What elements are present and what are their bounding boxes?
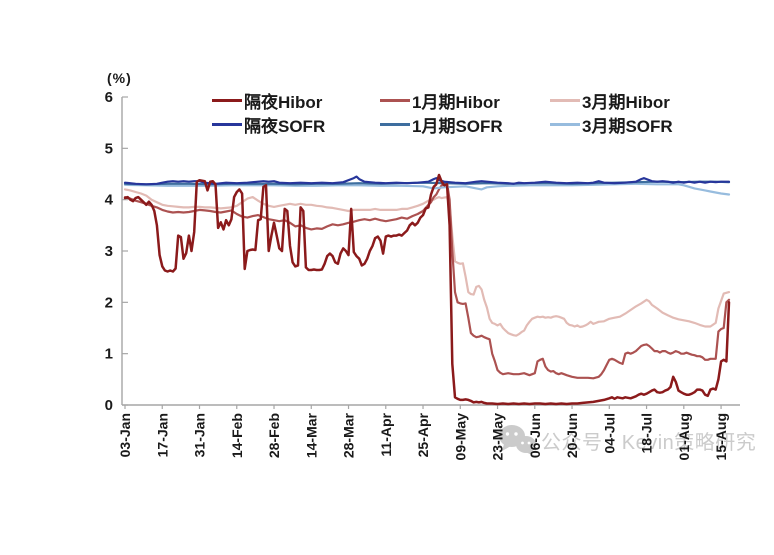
x-tick-label: 01-Aug — [676, 413, 692, 460]
legend-label: 1月期SOFR — [412, 116, 503, 136]
x-tick-label: 03-Jan — [117, 413, 133, 457]
legend-swatch-3m-hibor — [550, 98, 580, 102]
x-tick-label: 06-Jun — [527, 413, 543, 458]
legend-item-overnight-hibor: 隔夜Hibor — [212, 88, 380, 112]
series-line-1月期Hibor — [123, 182, 731, 380]
x-tick-label: 31-Jan — [192, 413, 208, 457]
series-line-3月期SOFR — [123, 182, 731, 196]
legend-label: 3月期SOFR — [582, 116, 673, 136]
legend-label: 1月期Hibor — [412, 92, 500, 112]
legend-label: 3月期Hibor — [582, 92, 670, 112]
series-line-隔夜SOFR — [123, 175, 731, 186]
legend-swatch-3m-sofr — [550, 122, 580, 126]
x-tick-label: 14-Feb — [229, 413, 245, 458]
x-tick-label: 25-Apr — [415, 412, 431, 457]
legend-label: 隔夜SOFR — [244, 116, 326, 136]
legend-swatch-1m-sofr — [380, 122, 410, 126]
legend-item-3m-hibor: 3月期Hibor — [550, 88, 673, 112]
series-line-3月期Hibor — [123, 188, 731, 337]
x-tick-label: 23-May — [490, 413, 506, 461]
x-tick-label: 28-Mar — [341, 412, 357, 458]
x-tick-label: 28-Feb — [266, 413, 282, 458]
legend-item-3m-sofr: 3月期SOFR — [550, 112, 673, 136]
y-tick-label: 3 — [105, 243, 113, 260]
x-tick-label: 09-May — [452, 413, 468, 461]
legend: 隔夜Hibor 1月期Hibor 3月期Hibor 隔夜SOFR 1月期SOFR… — [212, 88, 673, 136]
y-tick-label: 4 — [105, 192, 114, 209]
series-line-隔夜Hibor — [123, 173, 731, 406]
legend-swatch-1m-hibor — [380, 98, 410, 102]
x-tick-label: 17-Jan — [154, 413, 170, 457]
legend-swatch-overnight-hibor — [212, 98, 242, 102]
legend-label: 隔夜Hibor — [244, 92, 323, 112]
y-axis-unit-label: (%) — [107, 70, 132, 86]
y-tick-label: 5 — [105, 140, 113, 157]
x-tick-label: 04-Jul — [601, 413, 617, 453]
x-tick-label: 15-Aug — [713, 413, 729, 460]
legend-item-overnight-sofr: 隔夜SOFR — [212, 112, 380, 136]
legend-swatch-overnight-sofr — [212, 122, 242, 126]
x-tick-label: 20-Jun — [564, 413, 580, 458]
y-tick-label: 1 — [105, 346, 113, 363]
legend-item-1m-sofr: 1月期SOFR — [380, 112, 550, 136]
y-tick-label: 2 — [105, 294, 113, 311]
y-tick-label: 0 — [105, 397, 113, 414]
y-tick-label: 6 — [105, 89, 113, 106]
x-tick-label: 11-Apr — [378, 412, 394, 456]
legend-item-1m-hibor: 1月期Hibor — [380, 88, 550, 112]
x-tick-label: 14-Mar — [303, 412, 319, 458]
x-tick-label: 18-Jul — [639, 413, 655, 453]
